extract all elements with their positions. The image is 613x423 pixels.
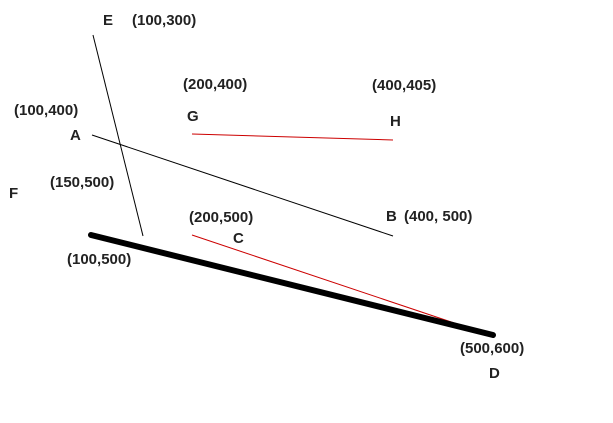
coord-label-a: (100,400) — [14, 102, 78, 119]
coord-label-e: (100,300) — [132, 12, 196, 29]
segment-c-d — [191, 234, 494, 337]
coord-label-g: (200,400) — [183, 76, 247, 93]
point-label-h: H — [390, 113, 401, 130]
segment-start-d — [88, 232, 496, 338]
coord-label-f: (150,500) — [50, 174, 114, 191]
segment-g-h — [191, 133, 394, 141]
point-label-d: D — [489, 365, 500, 382]
point-label-a: A — [70, 127, 81, 144]
coord-label-h: (400,405) — [372, 77, 436, 94]
coord-label-b: (400, 500) — [404, 208, 472, 225]
point-label-f: F — [9, 185, 18, 202]
point-label-b: B — [386, 208, 397, 225]
point-label-e: E — [103, 12, 113, 29]
segment-e-f — [92, 34, 144, 237]
point-label-g: G — [187, 108, 199, 125]
coord-label-c: (200,500) — [189, 209, 253, 226]
point-label-c: C — [233, 230, 244, 247]
segment-a-b — [91, 134, 394, 237]
coord-label-d: (500,600) — [460, 340, 524, 357]
coord-label-start: (100,500) — [67, 251, 131, 268]
